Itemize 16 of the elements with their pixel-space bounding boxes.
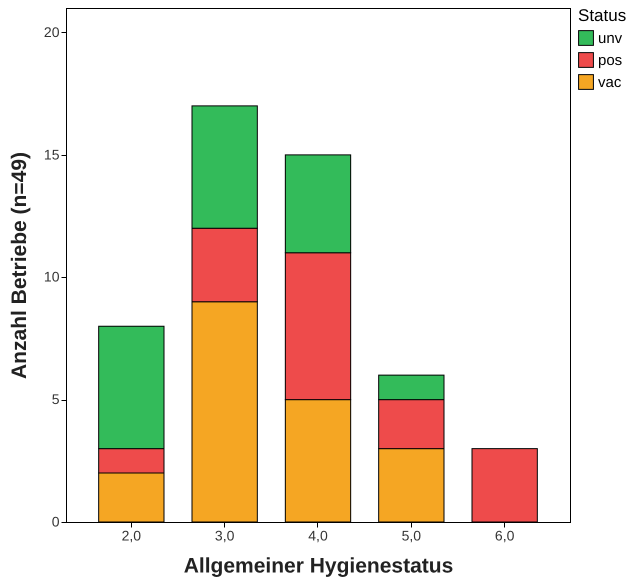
y-tick-label: 0: [52, 514, 60, 530]
legend-label: vac: [598, 74, 622, 91]
x-axis-title: Allgemeiner Hygienestatus: [184, 554, 454, 578]
x-tick-label: 3,0: [214, 528, 235, 544]
legend-label: pos: [598, 52, 622, 69]
y-tick-label: 15: [44, 146, 60, 162]
x-tick-label: 2,0: [122, 528, 142, 544]
legend-label: unv: [598, 30, 623, 47]
x-tick-label: 4,0: [308, 528, 328, 544]
x-tick-label: 5,0: [402, 528, 422, 544]
y-tick-label: 10: [44, 268, 60, 285]
legend-title: Status: [578, 6, 626, 25]
y-axis-title: Anzahl Betriebe (n=49): [8, 152, 31, 379]
y-tick-label: 5: [52, 391, 60, 408]
x-tick-label: 6,0: [494, 528, 515, 544]
y-tick-label: 20: [44, 24, 60, 40]
